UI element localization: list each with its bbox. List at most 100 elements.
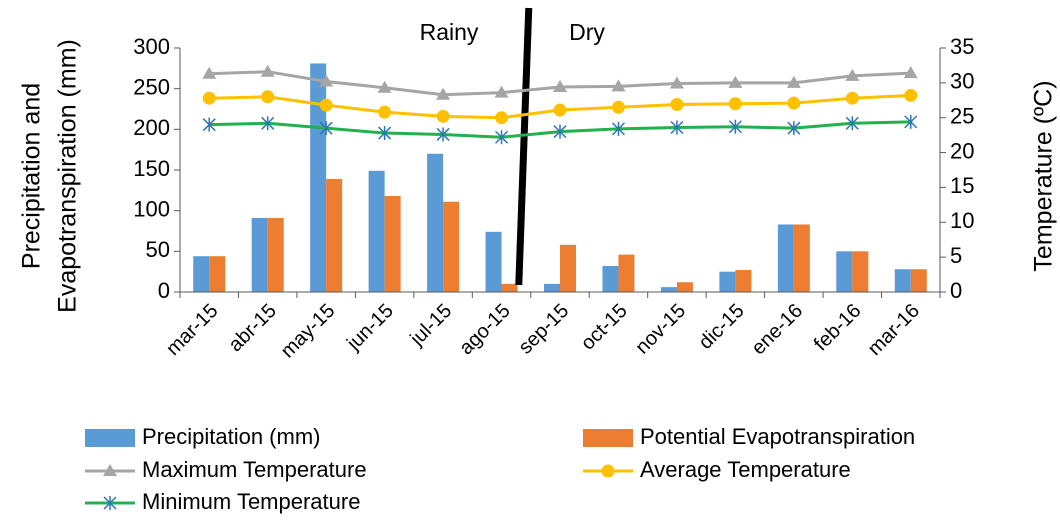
y-right-tick-label: 25 <box>950 104 974 129</box>
y-left-tick-label: 150 <box>133 156 170 181</box>
y-left-tick-label: 0 <box>158 278 170 303</box>
annotation-dry: Dry <box>569 19 605 45</box>
bars-layer <box>193 63 927 292</box>
legend-item: Precipitation (mm) <box>85 424 320 449</box>
axes-layer: 0 50 100 150 200 250 300 0 5 10 15 20 25 30 35 mar-15 ab… <box>133 7 974 363</box>
x-tick-label: jun-15 <box>342 300 398 356</box>
y-left-tick-label: 300 <box>133 34 170 59</box>
bar-evapotranspiration <box>267 217 284 292</box>
lines-layer <box>202 64 918 145</box>
x-tick-label: dic-15 <box>695 300 749 354</box>
legend-swatch <box>583 429 633 447</box>
bar-precipitation <box>777 224 794 292</box>
y-right-tick-label: 15 <box>950 173 974 198</box>
marker-asterisk <box>728 119 742 134</box>
bar-precipitation <box>544 283 560 292</box>
marker-asterisk <box>845 116 859 131</box>
marker-asterisk <box>319 121 333 136</box>
y-right-tick-label: 0 <box>950 278 962 303</box>
bar-precipitation <box>251 217 268 292</box>
marker-triangle <box>202 66 217 79</box>
marker-circle <box>319 98 333 112</box>
x-tick-label: mar-15 <box>162 300 222 360</box>
marker-asterisk <box>202 117 216 132</box>
marker-circle <box>904 88 918 102</box>
marker-asterisk <box>611 121 625 136</box>
labels-layer: Precipitation and Evapotranspiration (mm… <box>18 19 1058 313</box>
y-right-tick-label: 10 <box>950 208 974 233</box>
bar-precipitation <box>602 265 619 292</box>
marker-asterisk <box>103 496 117 510</box>
bar-precipitation <box>894 269 911 292</box>
legend-item: Minimum Temperature <box>85 489 360 514</box>
y-right-tick-label: 20 <box>950 138 974 163</box>
x-tick-label: nov-15 <box>631 300 690 359</box>
x-tick-label: mar-16 <box>864 300 924 360</box>
x-tick-label: jul-15 <box>405 300 456 351</box>
y-right-tick-label: 30 <box>950 69 974 94</box>
bar-precipitation <box>310 63 327 292</box>
marker-circle <box>436 109 450 123</box>
bar-evapotranspiration <box>793 224 810 292</box>
y-right-tick-label: 35 <box>950 34 974 59</box>
marker-triangle <box>728 75 743 88</box>
bar-evapotranspiration <box>852 251 869 292</box>
x-tick-label: sep-15 <box>514 300 573 359</box>
bar-evapotranspiration <box>735 270 752 292</box>
marker-circle <box>553 103 567 117</box>
bar-evapotranspiration <box>910 269 927 292</box>
bar-evapotranspiration <box>676 282 693 292</box>
marker-triangle <box>903 66 918 79</box>
legend-item: Average Temperature <box>583 457 851 482</box>
marker-circle <box>670 97 684 111</box>
marker-triangle <box>553 80 567 93</box>
bar-evapotranspiration <box>501 283 518 292</box>
legend-item: Maximum Temperature <box>85 457 367 482</box>
y-axis-right-title: Temperature (ºC) <box>1030 80 1058 271</box>
marker-circle <box>601 464 615 478</box>
y-right-tick-label: 5 <box>950 243 962 268</box>
marker-asterisk <box>378 126 392 141</box>
legend-swatch <box>85 429 135 447</box>
bar-precipitation <box>368 170 385 292</box>
marker-asterisk <box>904 114 918 129</box>
marker-asterisk <box>787 121 801 136</box>
bar-precipitation <box>660 287 677 292</box>
legend-item: Potential Evapotranspiration <box>583 424 915 449</box>
marker-circle <box>495 111 509 125</box>
bar-evapotranspiration <box>326 178 343 292</box>
bar-evapotranspiration <box>618 254 635 292</box>
x-tick-label: may-15 <box>277 300 340 363</box>
marker-circle <box>728 97 742 111</box>
marker-triangle <box>669 76 684 89</box>
bar-evapotranspiration <box>209 256 226 292</box>
season-divider <box>515 7 533 286</box>
bar-evapotranspiration <box>443 201 460 292</box>
legend: Precipitation (mm) Potential Evapotranspi… <box>85 424 915 514</box>
bar-evapotranspiration <box>560 244 576 292</box>
y-left-tick-label: 200 <box>133 115 170 140</box>
x-tick-label: feb-16 <box>810 300 866 356</box>
y-axis-left-title-line2: Evapotranspiration (mm) <box>54 39 82 313</box>
marker-triangle <box>786 75 801 88</box>
bar-evapotranspiration <box>384 196 401 292</box>
legend-label: Minimum Temperature <box>142 489 360 514</box>
marker-triangle <box>319 74 334 87</box>
legend-label: Potential Evapotranspiration <box>640 424 915 449</box>
y-left-tick-label: 50 <box>146 237 170 262</box>
bar-precipitation <box>427 153 444 292</box>
x-tick-label: ene-16 <box>748 300 808 360</box>
x-tick-label: abr-15 <box>225 300 281 356</box>
marker-triangle <box>611 79 626 92</box>
marker-circle <box>261 90 275 104</box>
marker-asterisk <box>261 116 275 131</box>
x-tick-label: oct-15 <box>577 300 632 355</box>
marker-triangle <box>845 68 860 81</box>
marker-triangle <box>494 85 509 98</box>
y-left-tick-label: 250 <box>133 74 170 99</box>
marker-asterisk <box>670 120 684 135</box>
marker-triangle <box>260 64 275 77</box>
marker-circle <box>845 91 859 105</box>
marker-triangle <box>436 87 451 100</box>
